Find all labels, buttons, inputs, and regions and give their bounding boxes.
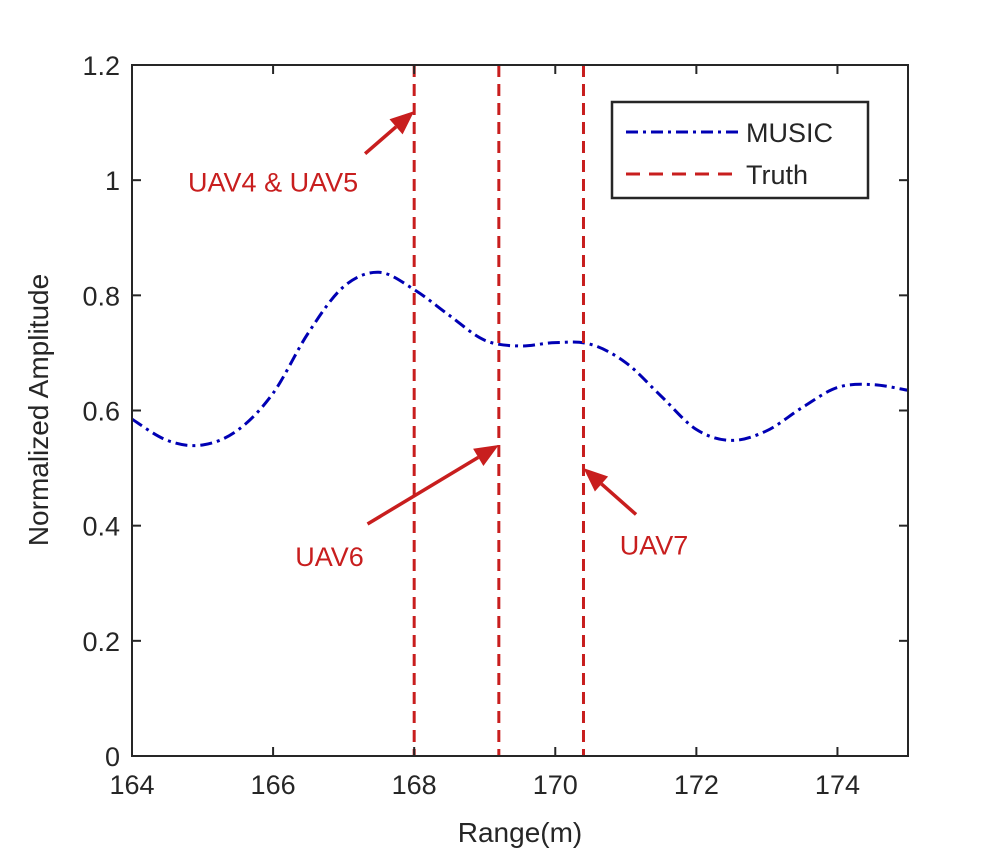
annotation-arrow-2: [366, 455, 480, 526]
x-axis-label: Range(m): [458, 817, 582, 848]
legend-box: [610, 100, 870, 200]
y-tick-label: 1.2: [82, 51, 120, 81]
music-curve: [132, 270, 908, 448]
annotation-arrow-3: [600, 482, 638, 516]
y-tick-label: 0.8: [82, 281, 120, 311]
legend: MUSIC Truth: [610, 100, 870, 200]
annotation-arrowhead-2: [473, 445, 499, 466]
x-tick-label: 164: [109, 770, 154, 800]
x-tick-label: 168: [392, 770, 437, 800]
y-tick-label: 0.6: [82, 397, 120, 427]
annotation-arrowhead-3: [583, 468, 609, 492]
annotation-arrowhead-1: [389, 111, 415, 135]
y-tick-label: 1: [105, 166, 120, 196]
x-tick-label: 166: [251, 770, 296, 800]
y-tick-label: 0.2: [82, 627, 120, 657]
x-tick-label: 174: [815, 770, 860, 800]
legend-music-label: MUSIC: [746, 118, 833, 148]
x-tick-label: 170: [533, 770, 578, 800]
x-tick-label: 172: [674, 770, 719, 800]
annotation-arrow-1: [363, 125, 398, 156]
annotation-label-3: UAV7: [620, 530, 689, 560]
legend-truth-label: Truth: [746, 160, 808, 190]
y-tick-label: 0: [105, 742, 120, 772]
y-axis-label: Normalized Amplitude: [23, 274, 54, 546]
axes-layer: 164 166 168 170 172 174 0 0.2 0.4 0.6 0.8 1 1.2: [82, 51, 909, 800]
y-tick-label: 0.4: [82, 512, 120, 542]
annotation-label-2: UAV6: [295, 542, 364, 572]
plot-layer: UAV4 & UAV5 UAV6 UAV7: [132, 65, 908, 756]
annotation-label-1: UAV4 & UAV5: [188, 168, 358, 198]
